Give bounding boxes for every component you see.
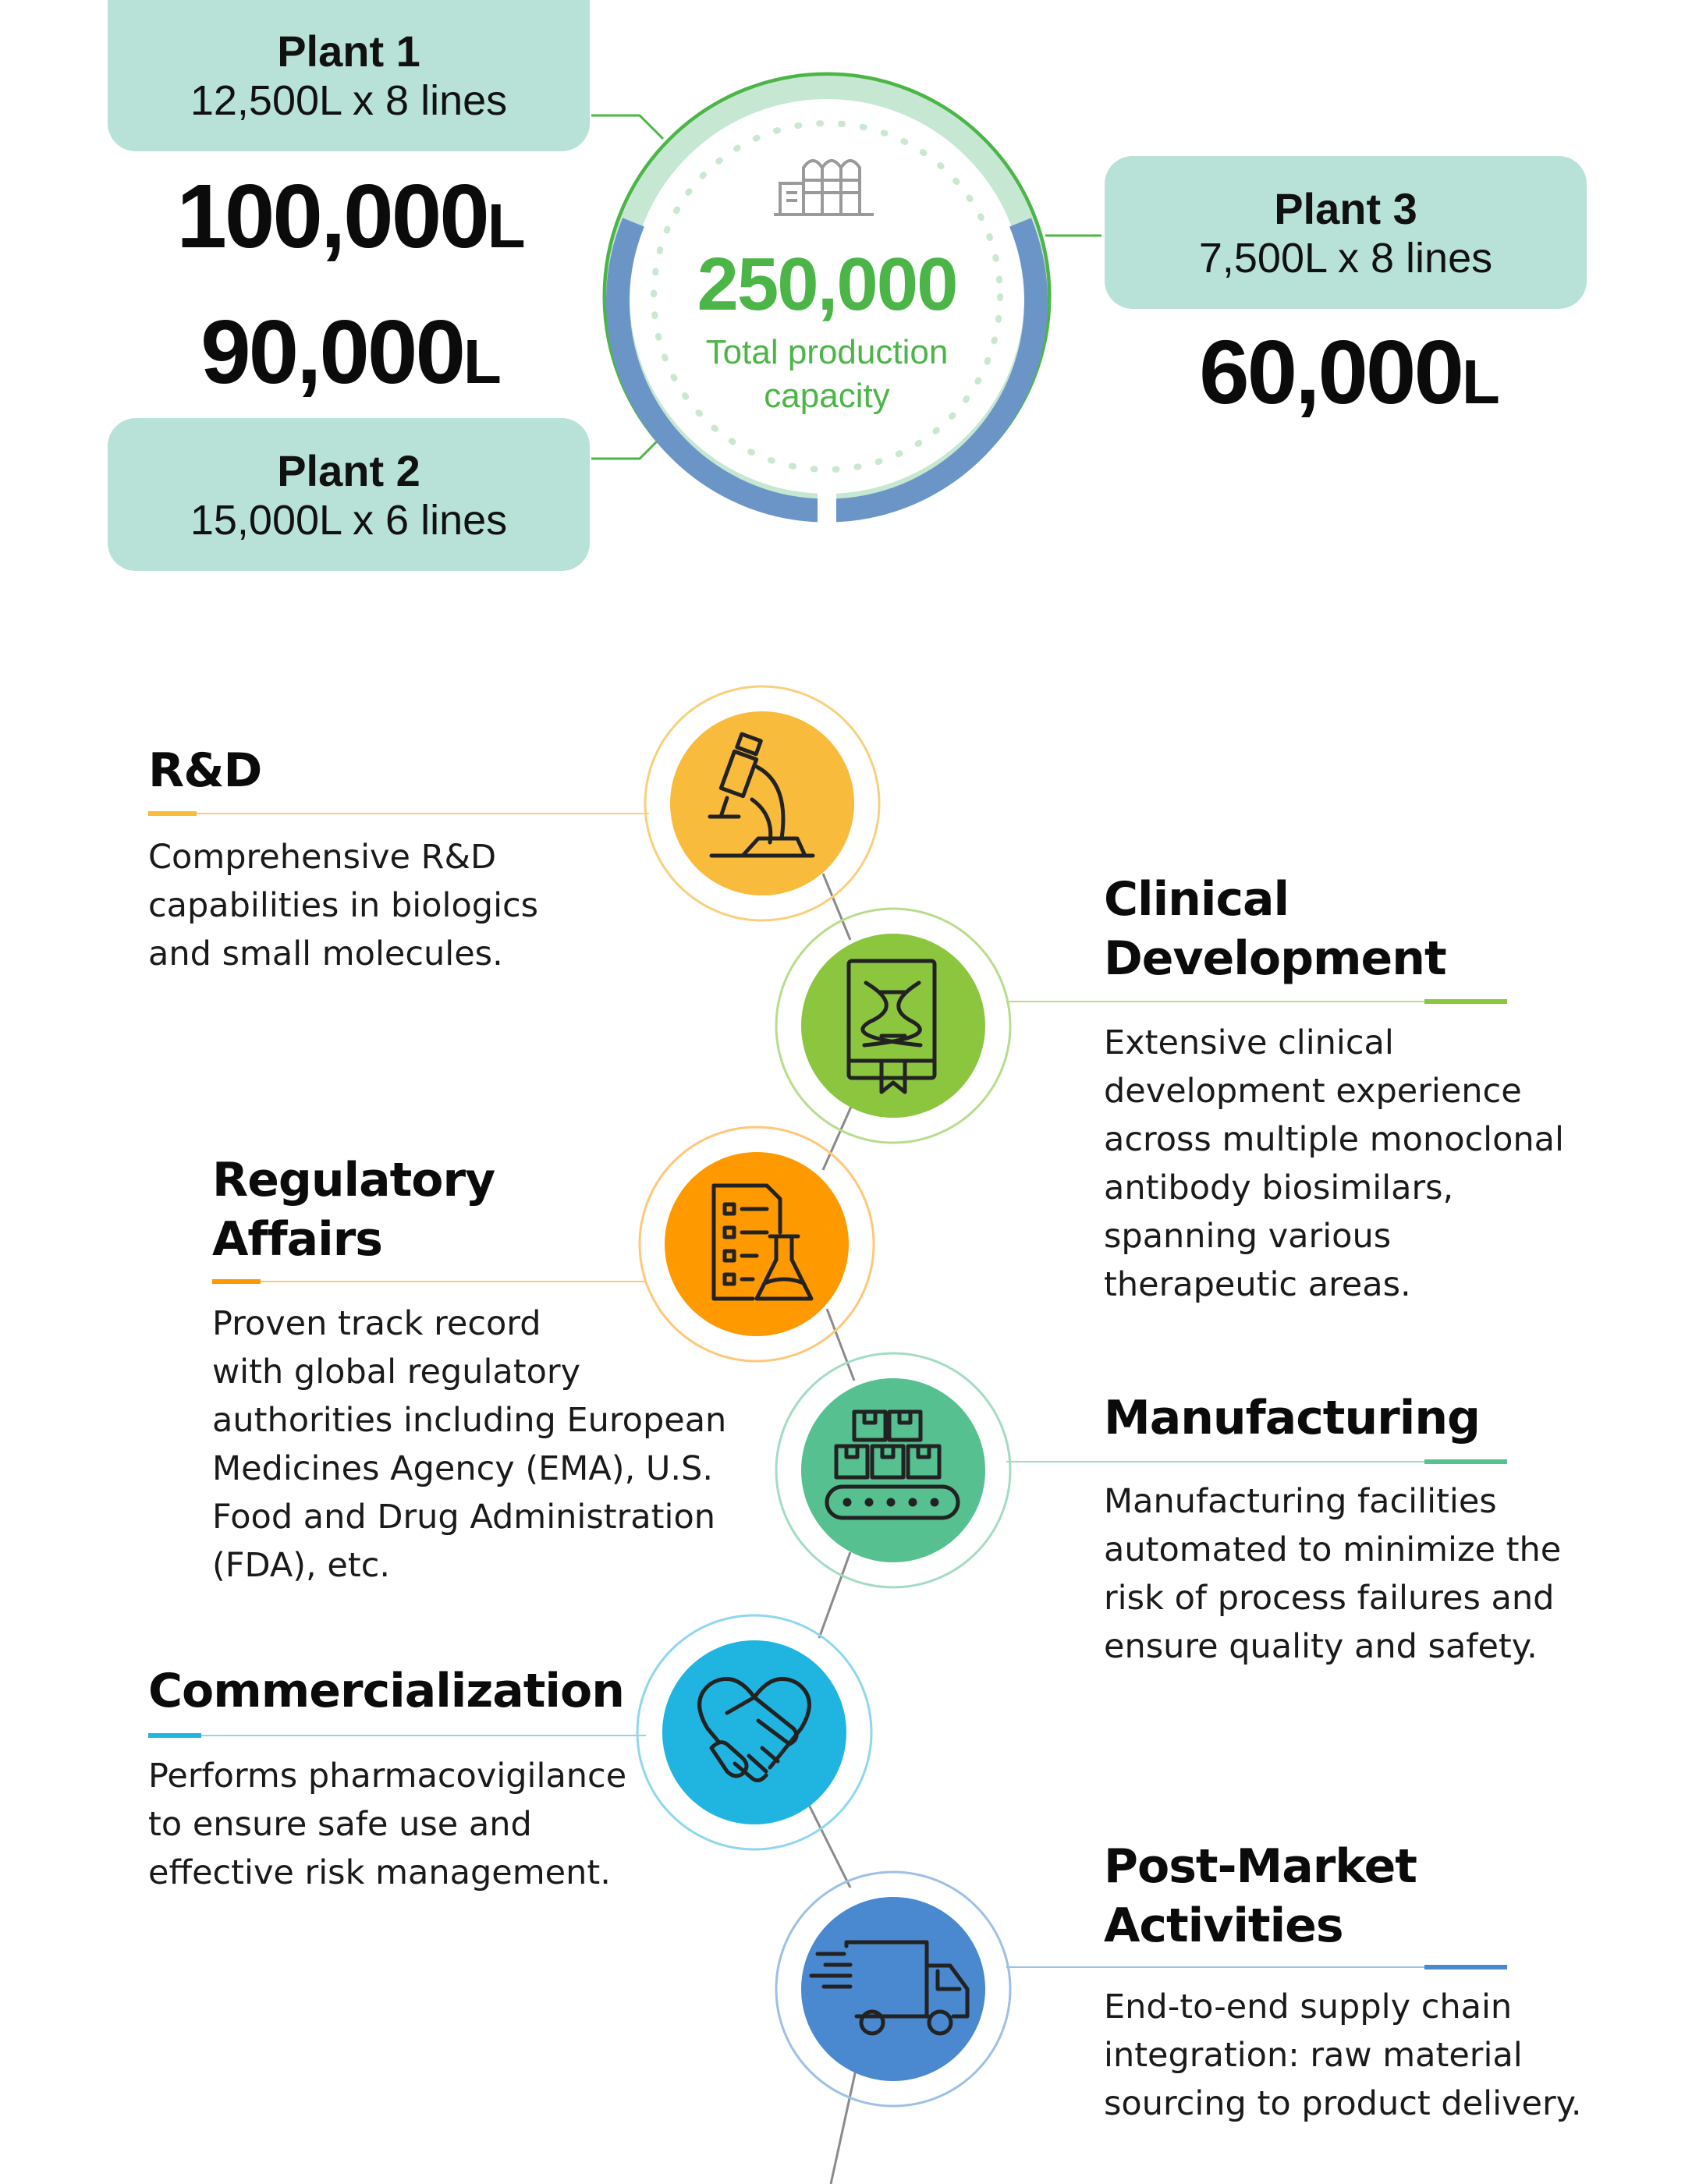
commercialization-title: Commercialization xyxy=(148,1664,625,1718)
microscope-icon xyxy=(708,732,815,858)
clinical-description: Extensive clinical development experienc… xyxy=(1104,1023,1564,1304)
rnd-node xyxy=(644,685,881,922)
rnd-title: R&D xyxy=(148,743,262,798)
post-market-rule xyxy=(1006,1966,1424,1968)
commercialization-description: Performs pharmacovigilance to ensure saf… xyxy=(148,1757,627,1892)
handshake-heart-icon xyxy=(697,1676,811,1782)
total-capacity-value: 250,000 xyxy=(697,243,958,326)
plant-2-lines: 15,000L x 6 lines xyxy=(190,497,508,544)
dna-book-icon xyxy=(846,959,937,1094)
clinical-rule xyxy=(1006,1001,1424,1002)
manufacturing-title: Manufacturing xyxy=(1104,1391,1481,1445)
factory-icon xyxy=(774,159,874,216)
regulatory-underline xyxy=(212,1279,261,1284)
total-capacity-gauge xyxy=(602,72,1052,523)
manufacturing-node xyxy=(775,1352,1012,1589)
commercialization-node xyxy=(636,1614,873,1851)
plant-1-capacity: 100,000L xyxy=(176,165,526,267)
post-market-node xyxy=(775,1870,1012,2108)
post-market-title: Post-Market Activities xyxy=(1104,1839,1417,1953)
clinical-underline xyxy=(1424,999,1507,1004)
conveyor-icon xyxy=(825,1409,960,1520)
plant-2-title: Plant 2 xyxy=(277,446,420,495)
manufacturing-description: Manufacturing facilities automated to mi… xyxy=(1104,1482,1562,1666)
checklist-flask-icon xyxy=(711,1183,814,1301)
total-capacity-label: Total production capacity xyxy=(705,333,949,415)
plant-1-card: Plant 1 12,500L x 8 lines xyxy=(108,0,590,151)
plant-connectors xyxy=(129,114,1101,460)
manufacturing-rule xyxy=(1006,1461,1424,1462)
chain-connectors xyxy=(806,873,860,2184)
plant-1-lines: 12,500L x 8 lines xyxy=(190,77,508,124)
plant-3-lines: 7,500L x 8 lines xyxy=(1198,235,1493,282)
clinical-title: Clinical Development xyxy=(1104,872,1447,986)
rnd-underline xyxy=(148,811,197,816)
rnd-description: Comprehensive R&D capabilities in biolog… xyxy=(148,838,539,973)
regulatory-title: Regulatory Affairs xyxy=(212,1153,495,1267)
commercialization-rule xyxy=(201,1735,646,1736)
post-market-description: End-to-end supply chain integration: raw… xyxy=(1104,1987,1582,2123)
commercialization-underline xyxy=(148,1733,201,1738)
plant-2-card: Plant 2 15,000L x 6 lines xyxy=(108,418,590,571)
delivery-truck-icon xyxy=(809,1940,970,2036)
regulatory-rule xyxy=(261,1281,646,1282)
clinical-node xyxy=(775,907,1012,1144)
rnd-rule xyxy=(197,813,649,814)
plant-3-title: Plant 3 xyxy=(1274,184,1417,233)
plant-1-title: Plant 1 xyxy=(277,27,420,76)
regulatory-description: Proven track record with global regulato… xyxy=(212,1304,727,1585)
plant-2-capacity: 90,000L xyxy=(200,301,502,402)
plant-3-card: Plant 3 7,500L x 8 lines xyxy=(1105,156,1587,309)
manufacturing-underline xyxy=(1424,1459,1507,1464)
regulatory-node xyxy=(638,1126,875,1363)
plant-3-capacity: 60,000L xyxy=(1199,321,1500,423)
post-market-underline xyxy=(1424,1965,1507,1970)
